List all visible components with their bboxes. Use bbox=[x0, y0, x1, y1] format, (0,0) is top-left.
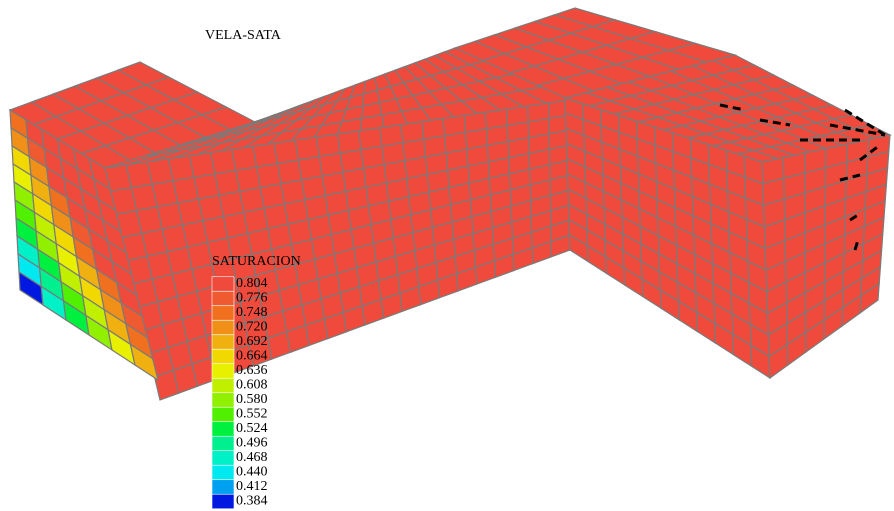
legend-label: 0.664 bbox=[236, 349, 268, 364]
legend-swatch bbox=[212, 306, 234, 321]
mesh bbox=[10, 8, 890, 400]
legend-label: 0.496 bbox=[236, 436, 268, 451]
legend-label: 0.608 bbox=[236, 378, 268, 393]
legend-swatch bbox=[212, 465, 234, 480]
legend-label: 0.440 bbox=[236, 465, 268, 480]
legend-label: 0.748 bbox=[236, 305, 268, 320]
mesh-cell bbox=[253, 143, 278, 167]
legend-swatch bbox=[212, 320, 234, 335]
legend-swatch bbox=[212, 277, 234, 292]
legend-swatch bbox=[212, 364, 234, 379]
plot-title: VELA-SATA bbox=[205, 28, 282, 43]
mesh-cell bbox=[232, 146, 257, 170]
legend-label: 0.412 bbox=[236, 479, 268, 494]
legend-label: 0.524 bbox=[236, 421, 268, 436]
legend-swatch bbox=[212, 422, 234, 437]
legend-label: 0.552 bbox=[236, 407, 268, 422]
legend-swatch bbox=[212, 393, 234, 408]
mesh-cell bbox=[274, 140, 298, 163]
legend-swatch bbox=[212, 451, 234, 466]
legend-swatch bbox=[212, 480, 234, 495]
legend-swatch bbox=[212, 494, 234, 509]
legend-label: 0.776 bbox=[236, 291, 268, 306]
legend-label: 0.720 bbox=[236, 320, 268, 335]
legend-swatch bbox=[212, 349, 234, 364]
legend-label: 0.692 bbox=[236, 334, 268, 349]
legend-swatch bbox=[212, 407, 234, 422]
legend-title: SATURACION bbox=[212, 254, 301, 269]
legend-label: 0.636 bbox=[236, 363, 268, 378]
legend-swatch bbox=[212, 436, 234, 451]
mesh-face bbox=[762, 135, 890, 378]
legend-swatch bbox=[212, 291, 234, 306]
legend-label: 0.384 bbox=[236, 494, 268, 509]
legend-label: 0.804 bbox=[236, 276, 268, 291]
legend-label: 0.580 bbox=[236, 392, 268, 407]
model-view: VELA-SATA SATURACION 0.8040.7760.7480.72… bbox=[0, 0, 894, 511]
legend-swatch bbox=[212, 378, 234, 393]
legend-label: 0.468 bbox=[236, 450, 268, 465]
legend-swatch bbox=[212, 335, 234, 350]
page: {"title": "VELA-SATA", "legend": {"title… bbox=[0, 0, 894, 511]
